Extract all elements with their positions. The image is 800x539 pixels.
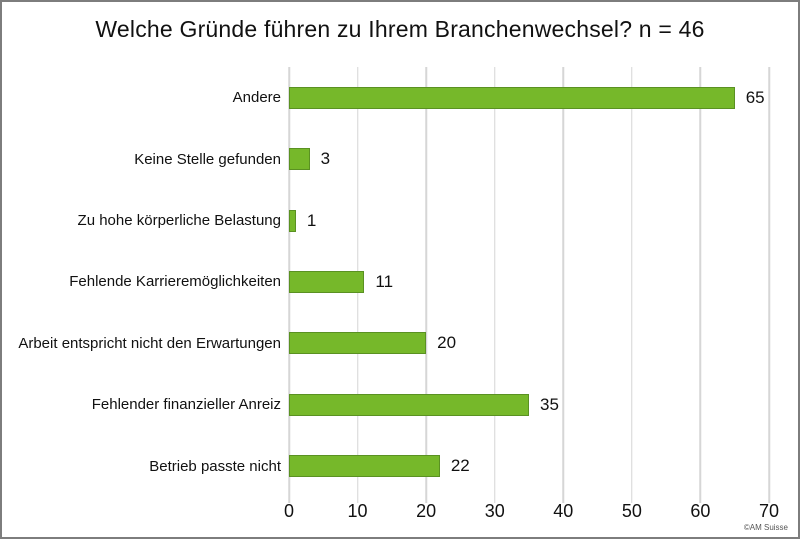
category-label: Arbeit entspricht nicht den Erwartungen — [18, 334, 281, 352]
category-label: Andere — [232, 89, 281, 107]
x-tick-label: 10 — [347, 501, 368, 521]
gridline — [699, 67, 702, 503]
x-tick-label: 40 — [553, 501, 574, 521]
gridline — [493, 67, 496, 503]
credit-text: ©AM Suisse — [743, 523, 788, 532]
x-tick-label: 50 — [621, 501, 642, 521]
x-tick-label: 30 — [484, 501, 505, 521]
bar-value-label: 11 — [375, 271, 394, 291]
category-label: Zu hohe körperliche Belastung — [77, 212, 281, 230]
bar-value-label: 35 — [540, 394, 559, 414]
bar — [289, 393, 529, 416]
bar — [289, 209, 296, 232]
bar — [289, 271, 365, 293]
category-label: Fehlender finanzieller Anreiz — [91, 396, 281, 414]
gridline — [562, 67, 565, 503]
bar — [289, 455, 440, 478]
chart-title: Welche Gründe führen zu Ihrem Branchenwe… — [95, 16, 705, 42]
bar — [289, 148, 310, 171]
bar — [289, 86, 735, 109]
bar-value-label: 22 — [450, 456, 470, 476]
bar-value-label: 1 — [306, 210, 317, 230]
gridline — [631, 67, 633, 503]
gridline — [425, 67, 427, 503]
plot-area: 0 10 20 30 40 50 60 70 65 3 1 11 20 35 22 — [284, 67, 779, 521]
bar-value-label: 65 — [745, 87, 765, 107]
category-label: Betrieb passte nicht — [149, 457, 281, 475]
bar — [289, 332, 427, 355]
category-axis: Andere Keine Stelle gefunden Zu hohe körpe… — [2, 67, 281, 497]
x-tick-label: 60 — [690, 501, 711, 521]
x-tick-label: 70 — [758, 501, 780, 521]
gridline — [768, 67, 770, 503]
category-label: Fehlende Karrieremöglichkeiten — [69, 273, 281, 291]
x-tick-label: 20 — [416, 501, 437, 521]
bar-value-label: 3 — [320, 149, 331, 169]
category-label: Keine Stelle gefunden — [134, 150, 281, 168]
x-tick-label: 0 — [283, 501, 295, 521]
bar-value-label: 20 — [437, 333, 457, 353]
